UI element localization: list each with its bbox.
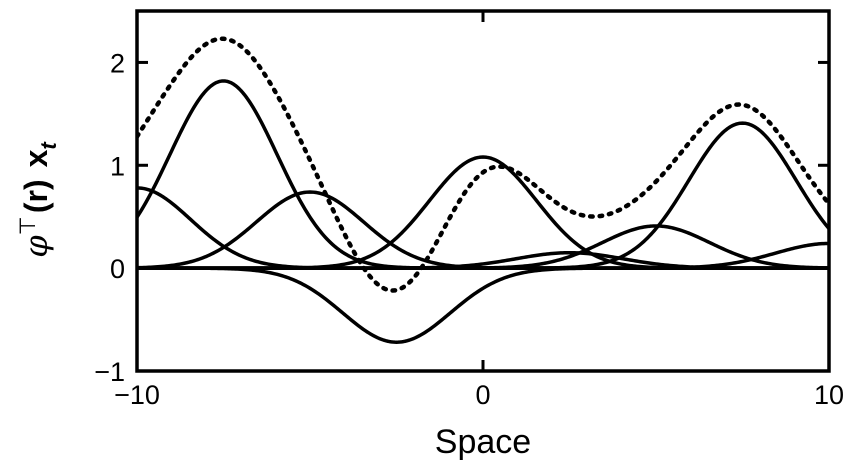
x-tick-label-10: 10 bbox=[814, 380, 844, 410]
y-tick-label-2: 2 bbox=[110, 48, 125, 78]
sum-series-dotted bbox=[137, 36, 829, 293]
y-tick-label-1: 1 bbox=[110, 151, 125, 181]
x-tick-label--10: −10 bbox=[114, 380, 160, 410]
svg-text:φ⊤(r)xt: φ⊤ (r) xt bbox=[15, 141, 61, 258]
y-tick-label-0: 0 bbox=[110, 254, 125, 284]
basis-series-1 bbox=[137, 186, 829, 270]
series-layer bbox=[137, 36, 829, 344]
y-tick-label--1: −1 bbox=[94, 357, 125, 387]
x-tick-label-0: 0 bbox=[475, 380, 490, 410]
x-axis-label: Space bbox=[435, 423, 531, 461]
basis-series-4 bbox=[137, 266, 829, 344]
y-label-phi: φ bbox=[17, 235, 55, 258]
y-label-sub: t bbox=[36, 141, 61, 150]
y-axis-label: φ⊤ (r) xt bbox=[15, 141, 61, 258]
basis-series-8 bbox=[137, 121, 829, 270]
y-label-r: (r) bbox=[18, 179, 54, 213]
y-label-transpose: ⊤ bbox=[15, 216, 40, 235]
y-label-x: x bbox=[18, 149, 54, 167]
plot-frame bbox=[135, 9, 831, 373]
basis-series-7 bbox=[137, 224, 829, 270]
